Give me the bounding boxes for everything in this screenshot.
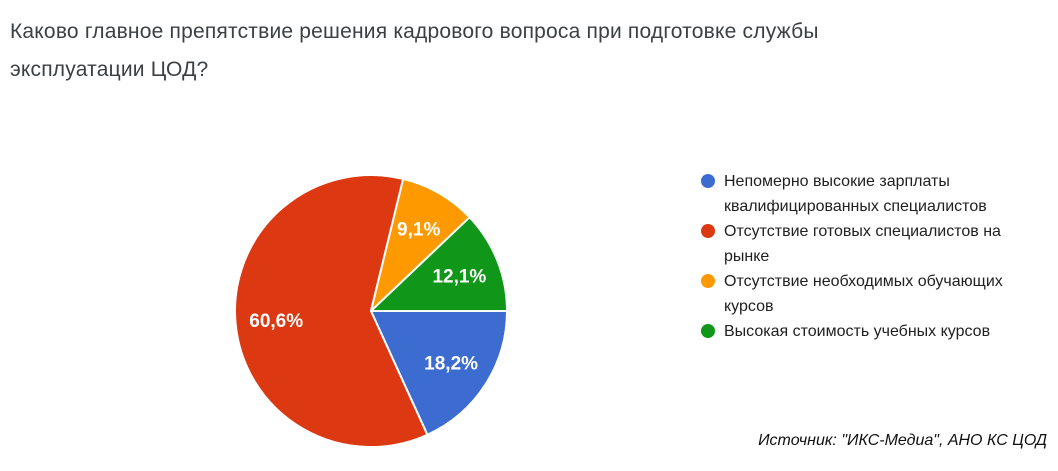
pie-slice-percent-label: 12,1% xyxy=(432,267,486,288)
chart-question-title: Каково главное препятствие решения кадро… xyxy=(10,13,819,89)
pie-slice-percent-label: 60,6% xyxy=(249,311,303,332)
legend-item-label: Высокая стоимость учебных курсов xyxy=(724,323,991,340)
legend-color-dot-green xyxy=(701,324,715,338)
legend-color-dot-orange xyxy=(701,274,715,288)
pie-slice-1[interactable] xyxy=(370,310,508,436)
chart-legend: Непомерно высокие зарплаты квалифицирова… xyxy=(701,169,1051,344)
pie-slice-percent-label: 18,2% xyxy=(424,354,478,375)
legend-color-dot-blue xyxy=(701,174,715,188)
pie-slice-4[interactable] xyxy=(370,216,508,312)
legend-item-label: Непомерно высокие зарплаты квалифицирова… xyxy=(724,173,987,215)
legend-color-dot-red xyxy=(701,224,715,238)
legend-item-label: Отсутствие необходимых обучающих курсов xyxy=(724,273,1003,315)
pie-slice-percent-label: 9,1% xyxy=(397,220,440,241)
legend-item-high-salaries: Непомерно высокие зарплаты квалифицирова… xyxy=(701,169,1051,219)
source-attribution: Источник: "ИКС-Медиа", АНО КС ЦОД xyxy=(758,432,1047,449)
legend-item-expensive-courses: Высокая стоимость учебных курсов xyxy=(701,319,1051,344)
pie-slice-3[interactable] xyxy=(370,177,471,312)
chart-question-title-line-1: Каково главное препятствие решения кадро… xyxy=(10,20,819,43)
legend-item-label: Отсутствие готовых специалистов на рынке xyxy=(724,223,1001,265)
pie-slice-2[interactable] xyxy=(234,174,429,449)
legend-item-no-ready-specialists: Отсутствие готовых специалистов на рынке xyxy=(701,219,1051,269)
legend-item-no-training-courses: Отсутствие необходимых обучающих курсов xyxy=(701,269,1051,319)
chart-question-title-line-2: эксплуатации ЦОД? xyxy=(10,58,209,81)
